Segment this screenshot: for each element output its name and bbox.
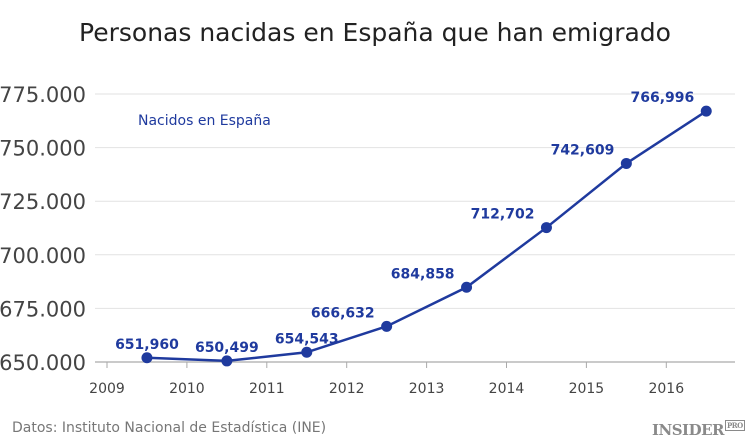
data-point [221, 355, 233, 367]
source-note: Datos: Instituto Nacional de Estadística… [12, 420, 327, 436]
data-point [540, 222, 552, 234]
logo-badge: PRO [724, 420, 745, 431]
x-tick-label: 2012 [329, 381, 365, 397]
x-tick-label: 2010 [169, 381, 205, 397]
data-label: 654,543 [275, 331, 339, 347]
y-tick-label: 725.000 [0, 190, 86, 214]
data-label: 684,858 [391, 266, 455, 282]
data-point [620, 157, 632, 169]
data-label: 712,702 [471, 207, 535, 223]
x-tick-label: 2014 [489, 381, 525, 397]
legend-label: Nacidos en España [138, 113, 271, 129]
y-tick-label: 775.000 [0, 83, 86, 107]
x-tick-label: 2013 [409, 381, 445, 397]
x-tick-label: 2011 [249, 381, 285, 397]
data-point [381, 320, 393, 332]
data-point [461, 281, 473, 293]
data-point [700, 105, 712, 117]
data-label: 742,609 [551, 142, 615, 158]
data-label: 666,632 [311, 305, 375, 321]
data-point [301, 346, 313, 358]
x-tick-label: 2015 [569, 381, 605, 397]
logo-text: INSIDER [652, 421, 724, 439]
data-label: 651,960 [115, 337, 179, 353]
series-line [146, 110, 707, 363]
insider-pro-logo: INSIDER PRO [652, 420, 745, 439]
data-point [141, 352, 153, 364]
chart-title: Personas nacidas en España que han emigr… [79, 18, 671, 47]
data-label: 650,499 [195, 340, 259, 356]
y-tick-label: 650.000 [0, 351, 86, 375]
y-tick-label: 700.000 [0, 244, 86, 268]
y-tick-label: 675.000 [0, 297, 86, 321]
y-tick-label: 750.000 [0, 137, 86, 161]
x-tick-label: 2016 [648, 381, 684, 397]
x-tick-label: 2009 [89, 381, 125, 397]
data-label: 766,996 [630, 90, 694, 106]
